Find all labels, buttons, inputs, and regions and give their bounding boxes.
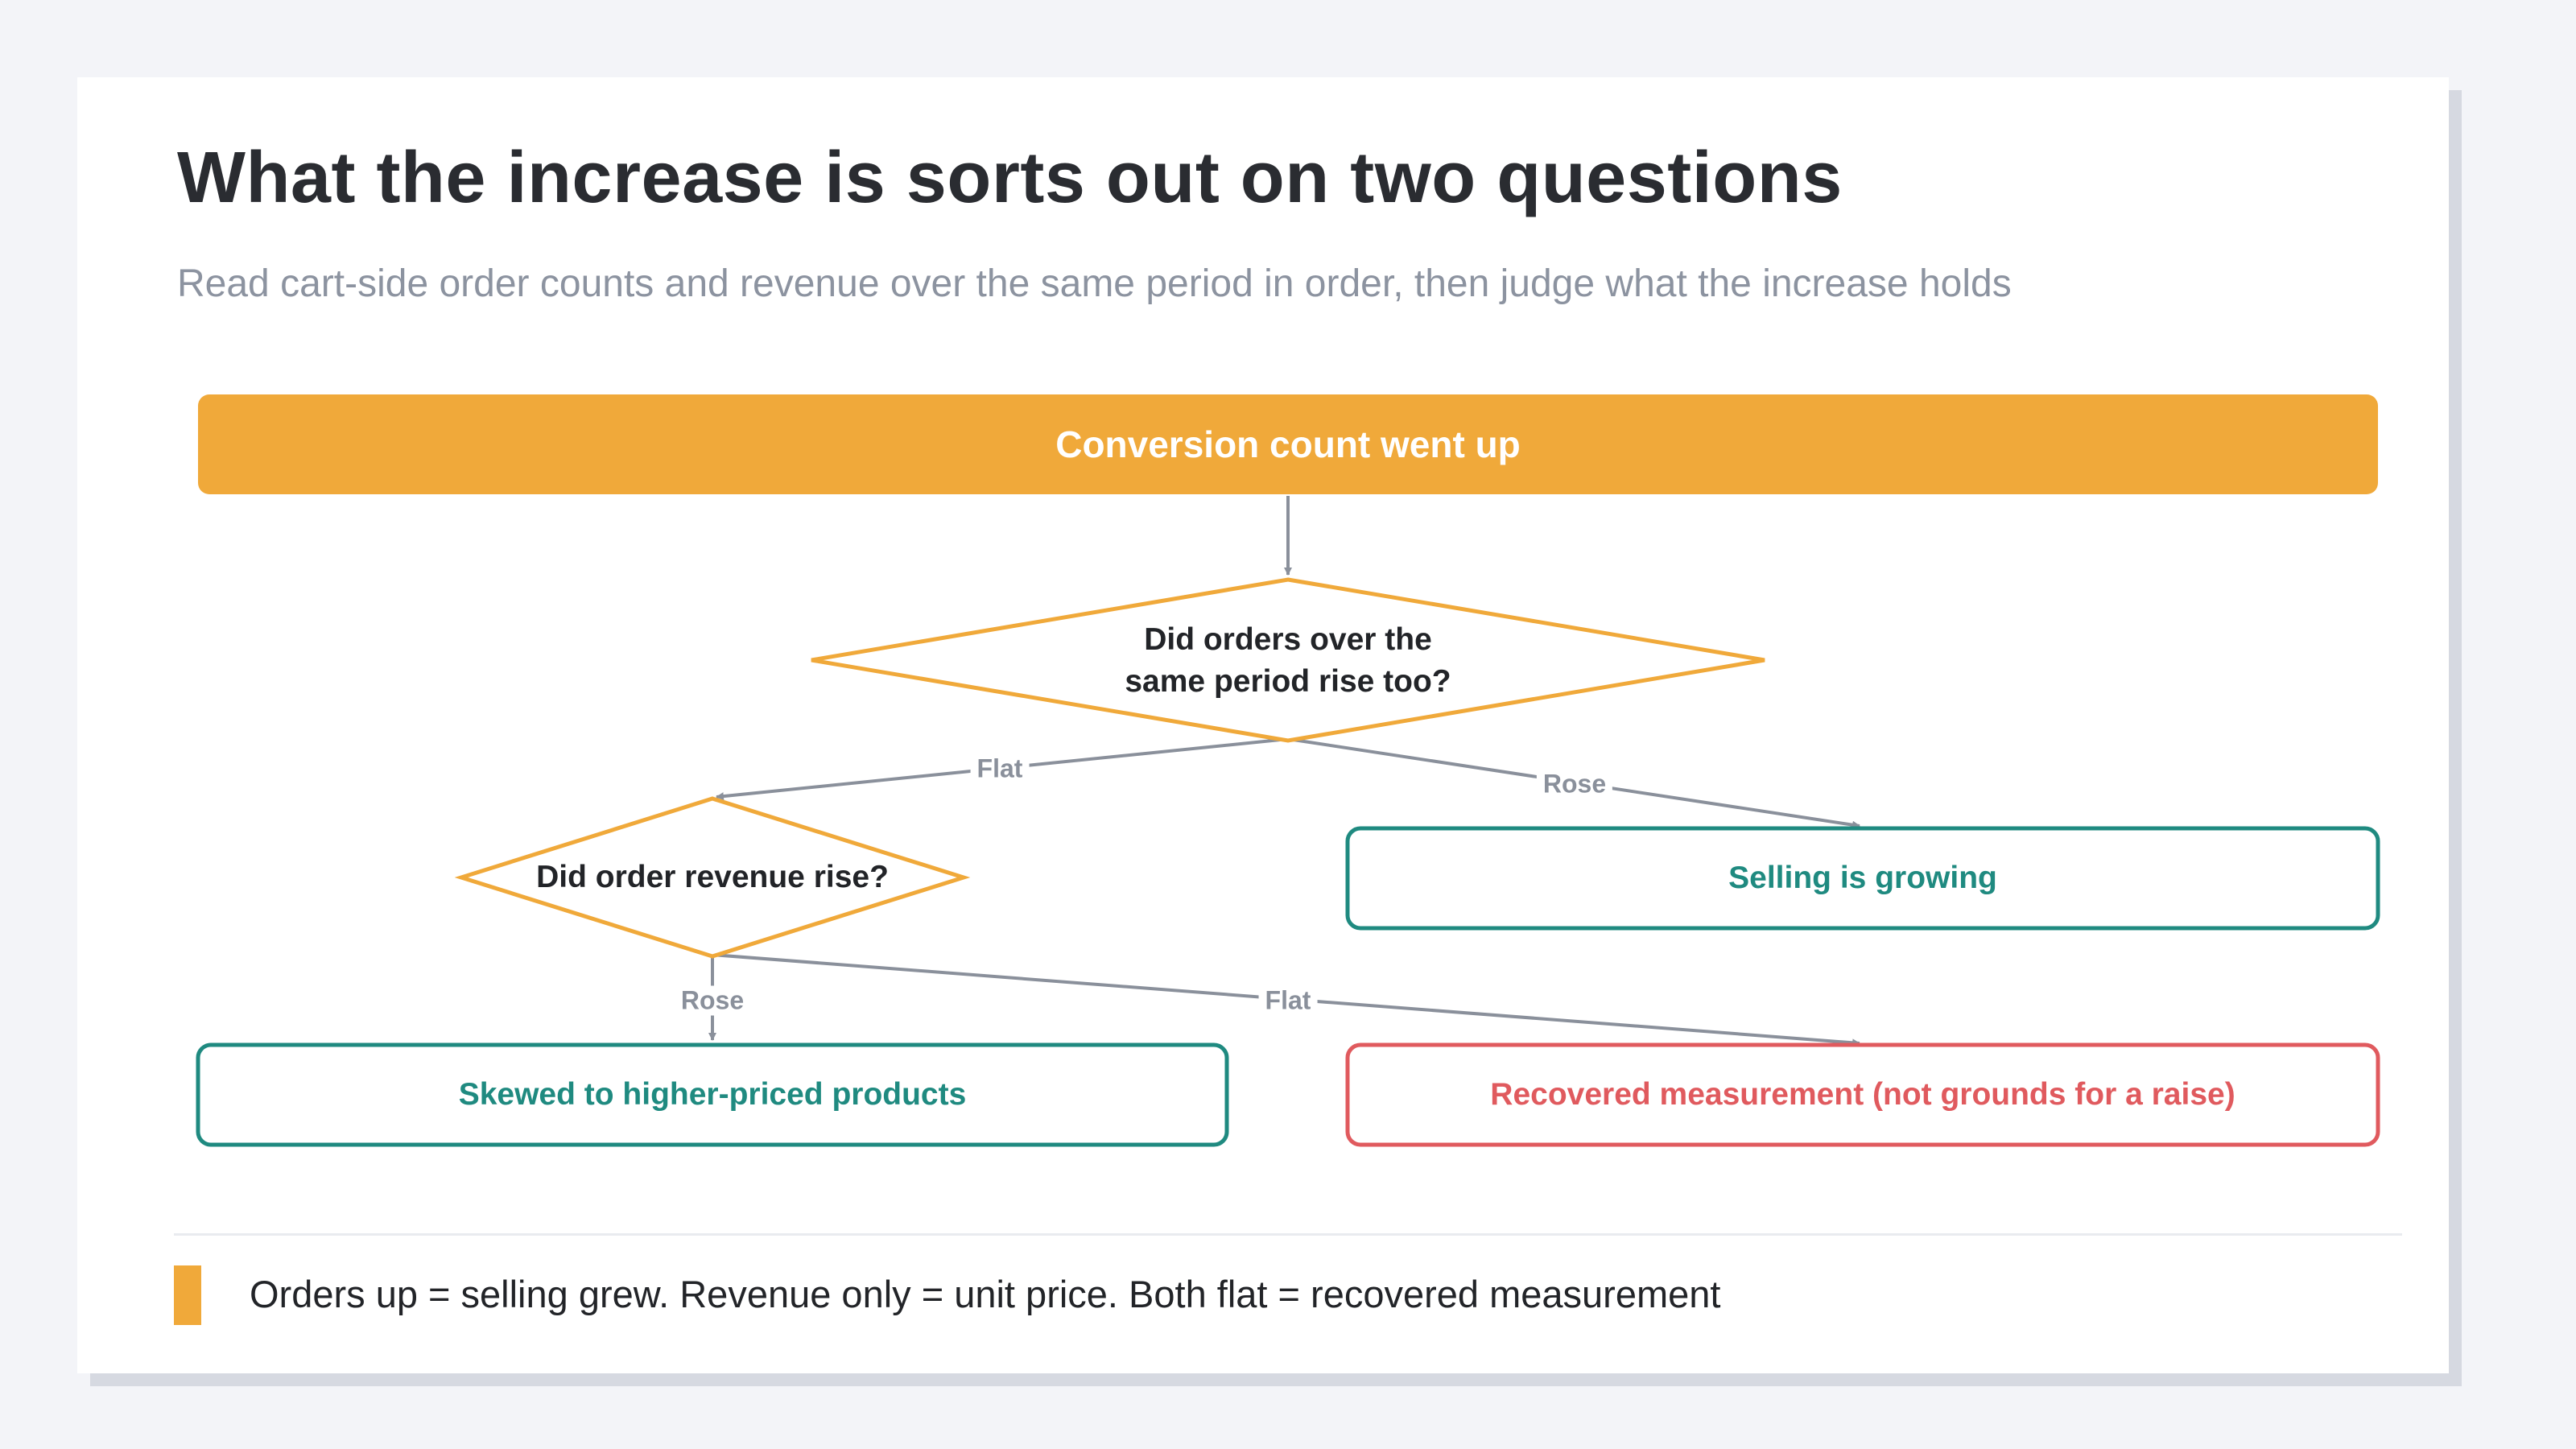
legend-text: Orders up = selling grew. Revenue only =…	[250, 1273, 1721, 1315]
decision-orders-rise	[811, 577, 1765, 743]
decision-orders-rise-line1: Did orders over the	[1144, 622, 1432, 657]
decision-orders-rise-line2: same period rise too?	[1125, 664, 1451, 699]
legend-swatch	[174, 1265, 201, 1325]
page-title: What the increase is sorts out on two qu…	[177, 138, 1843, 218]
outcome-node-skewed	[196, 1042, 1229, 1147]
outcome-growing-label: Selling is growing	[1728, 861, 1997, 895]
outcome-node-recovered	[1345, 1042, 2380, 1147]
edge-label-q2-rose: Rose	[674, 985, 751, 1016]
footer-divider	[174, 1233, 2402, 1236]
start-node-label: Conversion count went up	[1055, 423, 1521, 465]
outcome-node-growing	[1345, 826, 2380, 931]
outcome-recovered-label: Recovered measurement (not grounds for a…	[1490, 1077, 2235, 1112]
edge-label-q1-rose: Rose	[1536, 769, 1613, 799]
outcome-skewed-label: Skewed to higher-priced products	[458, 1077, 967, 1112]
page-subtitle: Read cart-side order counts and revenue …	[177, 262, 2012, 305]
decision-orders-rise-label: Did orders over the same period rise too…	[1125, 619, 1451, 703]
start-node	[198, 394, 2378, 494]
edge-label-q1-flat: Flat	[970, 753, 1030, 784]
decision-revenue-rise-label: Did order revenue rise?	[536, 860, 889, 894]
edge-label-q2-flat: Flat	[1258, 985, 1318, 1016]
decision-revenue-rise	[454, 796, 971, 959]
